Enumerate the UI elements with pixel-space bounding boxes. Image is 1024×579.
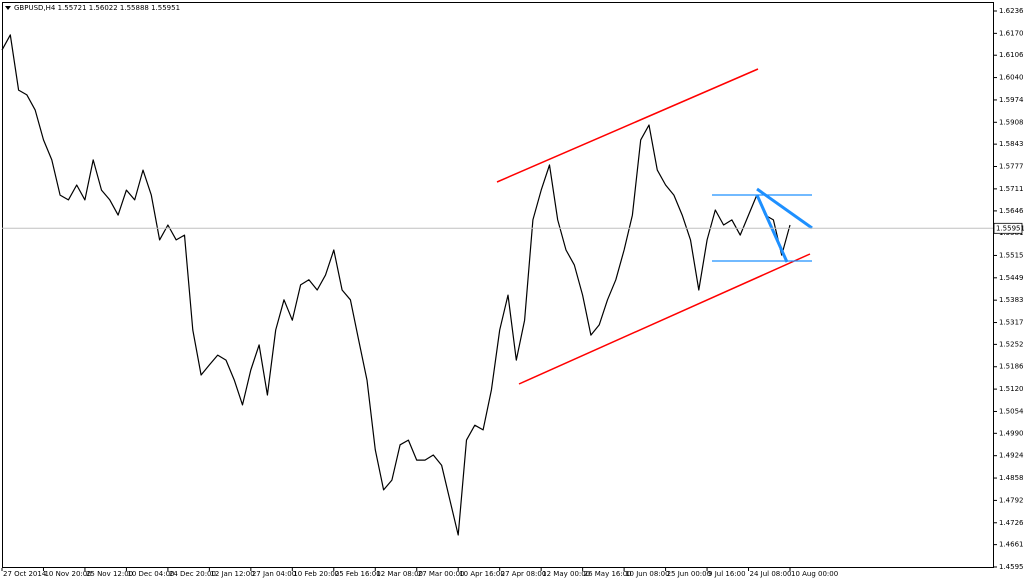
x-tick-label: 24 Dec 20:00 [169,570,216,578]
y-tick-label: 1.53170 [999,319,1024,327]
y-tick-label: 1.62365 [999,7,1024,15]
x-tick-label: 10 Nov 20:00 [44,570,91,578]
y-tick-label: 1.54490 [999,274,1024,282]
y-tick-label: 1.50545 [999,407,1024,415]
plot-frame [2,2,994,568]
chart-title: GBPUSD,H4 1.55721 1.56022 1.55888 1.5595… [14,4,180,12]
y-tick-label: 1.45955 [999,563,1024,571]
y-tick-label: 1.59740 [999,96,1024,104]
y-tick-label: 1.61705 [999,29,1024,37]
channel-lower [518,253,811,385]
y-tick-label: 1.57775 [999,163,1024,171]
x-tick-label: 12 Mar 08:00 [376,570,423,578]
y-tick-label: 1.46615 [999,541,1024,549]
x-tick-label: 10 Jun 08:00 [625,570,669,578]
y-tick-label: 1.53830 [999,296,1024,304]
y-tick-label: 1.59080 [999,118,1024,126]
y-tick-label: 1.48580 [999,474,1024,482]
x-tick-label: 27 Mar 00:00 [418,570,465,578]
x-tick-label: 27 Oct 2014 [3,570,47,578]
y-tick-label: 1.52525 [999,340,1024,348]
y-tick-label: 1.55150 [999,251,1024,259]
y-tick-label: 1.61060 [999,51,1024,59]
y-tick-label: 1.58435 [999,140,1024,148]
x-tick-label: 9 Jul 16:00 [708,570,746,578]
x-tick-label: 12 Jan 12:00 [210,570,254,578]
x-tick-label: 24 Jul 08:00 [750,570,792,578]
x-tick-label: 27 Jan 04:00 [252,570,296,578]
y-tick-label: 1.47260 [999,519,1024,527]
menu-icon [5,6,11,10]
flag-top [756,187,813,230]
y-tick-label: 1.47920 [999,496,1024,504]
y-tick-label: 1.56465 [999,207,1024,215]
x-tick-label: 10 Aug 00:00 [791,570,838,578]
x-tick-label: 25 Feb 16:00 [335,570,381,578]
x-tick-label: 26 May 16:00 [584,570,632,578]
x-tick-label: 25 Jun 00:00 [667,570,711,578]
y-tick-label: 1.51205 [999,385,1024,393]
price-line [1,34,791,536]
channel-upper [496,68,759,183]
y-tick-label: 1.49900 [999,429,1024,437]
x-tick-label: 10 Dec 04:00 [127,570,174,578]
last-price-box [993,222,1023,234]
x-tick-label: 25 Nov 12:00 [86,570,133,578]
y-tick-label: 1.51865 [999,363,1024,371]
y-tick-label: 1.60400 [999,74,1024,82]
y-tick-label: 1.49240 [999,452,1024,460]
last-price-label: 1.55951 [996,224,1024,232]
x-tick-label: 12 May 00:00 [542,570,590,578]
plot-area [1,34,791,536]
x-tick-label: 10 Feb 20:00 [293,570,339,578]
y-tick-label: 1.57115 [999,185,1024,193]
x-tick-label: 27 Apr 08:00 [501,570,547,578]
x-tick-label: 10 Apr 16:00 [459,570,505,578]
